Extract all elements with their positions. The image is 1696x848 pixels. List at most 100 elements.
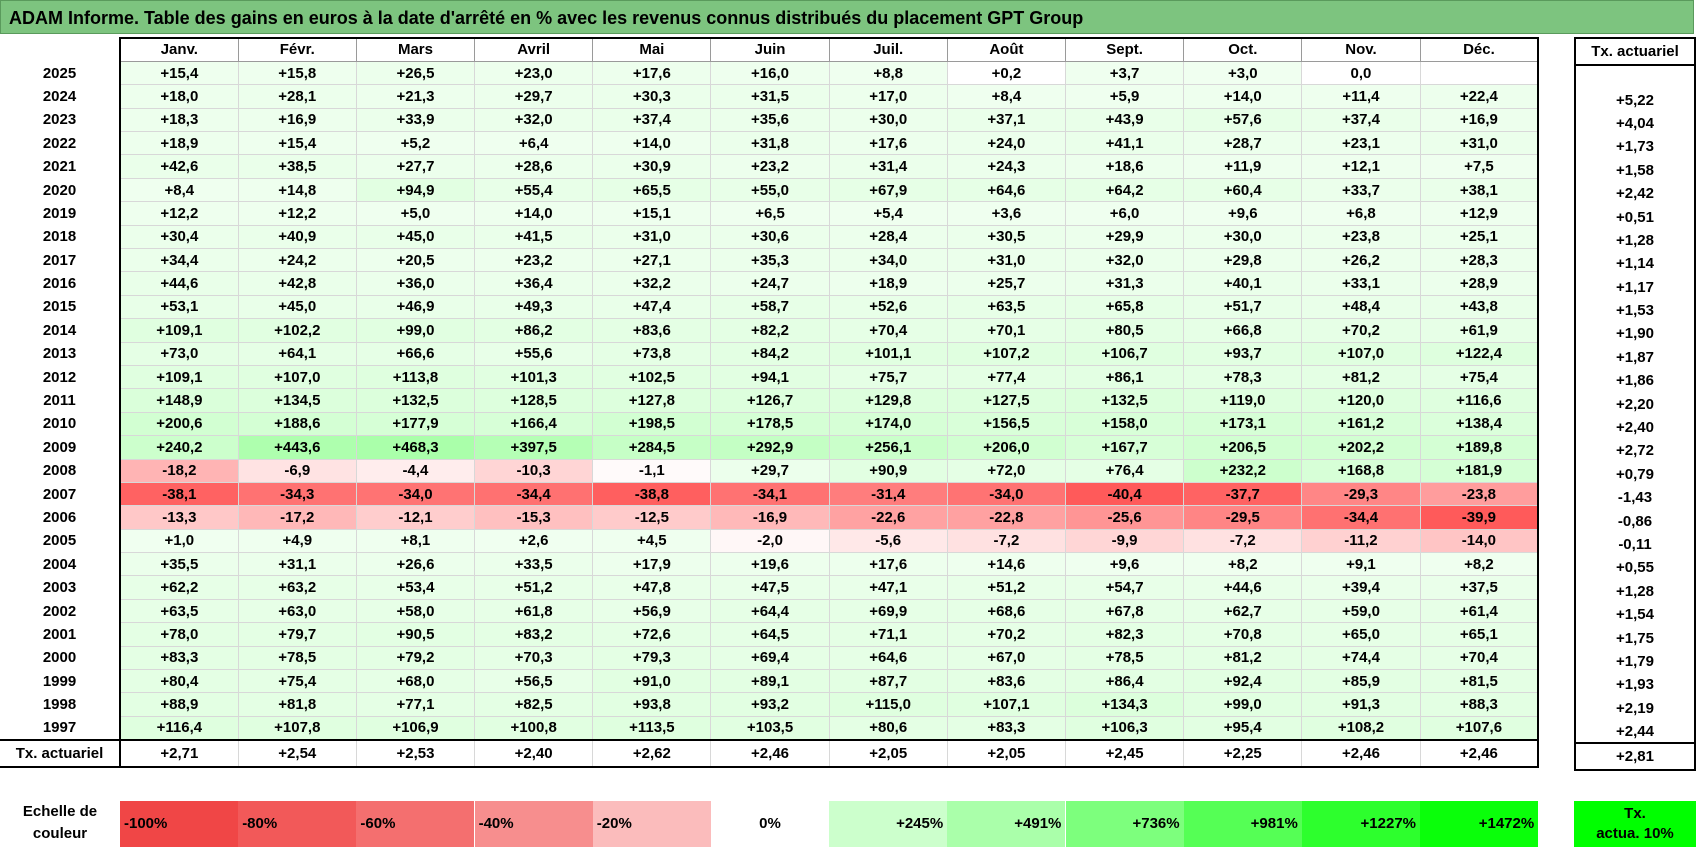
value-cell: +23,0 [474, 60, 594, 86]
rate-cell: +2,40 [1574, 415, 1696, 440]
value-cell: -23,8 [1419, 481, 1540, 507]
value-cell: +80,4 [119, 669, 239, 694]
rate-cell: -0,11 [1574, 532, 1696, 557]
year-label: 2004 [0, 552, 121, 576]
value-cell: +70,4 [1419, 645, 1540, 671]
value-cell: +42,8 [237, 271, 357, 296]
value-cell: +56,9 [592, 598, 712, 624]
year-label: 2023 [0, 108, 121, 132]
value-cell: -12,1 [355, 505, 476, 530]
value-cell: +31,4 [828, 154, 948, 179]
value-cell: +73,0 [119, 341, 239, 366]
value-cell: -29,5 [1183, 505, 1303, 530]
table-row: 2010 +200,6 +188,6 +177,9 +166,4 +198,5 +178,5… [0, 411, 1540, 437]
rate-cell: +2,72 [1574, 439, 1696, 463]
value-cell: +5,0 [355, 201, 476, 226]
table-row: 2004 +35,5 +31,1 +26,6 +33,5 +17,9 +19,6 +17,6 +… [0, 552, 1540, 577]
value-cell: +83,3 [946, 715, 1067, 741]
value-cell: +86,1 [1064, 364, 1185, 390]
table-row: 2005 +1,0 +4,9 +8,1 +2,6 +4,5 -2,0 -5,6 -7,2 -9,9… [0, 528, 1540, 554]
value-cell: +20,5 [355, 248, 476, 273]
value-cell: +79,3 [592, 645, 712, 671]
value-cell: +70,2 [1301, 318, 1421, 343]
value-cell: +18,9 [828, 271, 948, 296]
value-cell: +26,6 [355, 552, 476, 577]
year-label: 2000 [0, 646, 121, 670]
value-cell: +18,0 [119, 84, 239, 109]
value-cell: +82,5 [474, 692, 594, 717]
value-cell: +80,5 [1064, 318, 1185, 343]
month-header: Oct. [1183, 36, 1303, 62]
value-cell: +116,6 [1419, 388, 1540, 413]
value-cell: +93,8 [592, 692, 712, 717]
value-cell: +47,8 [592, 575, 712, 600]
value-cell: +74,4 [1301, 645, 1421, 671]
value-cell: +35,6 [710, 107, 830, 133]
value-cell: +129,8 [828, 388, 948, 413]
rate-cell: +1,86 [1574, 369, 1696, 393]
table-row: 2022 +18,9 +15,4 +5,2 +6,4 +14,0 +31,8 +17,6 +24… [0, 131, 1540, 156]
value-cell: +134,5 [237, 388, 357, 413]
value-cell: +17,6 [828, 552, 948, 577]
value-cell: +82,2 [710, 318, 830, 343]
value-cell: +107,1 [946, 692, 1067, 717]
year-label: 2013 [0, 342, 121, 366]
value-cell: +132,5 [355, 388, 476, 413]
year-label: 1997 [0, 716, 121, 740]
value-cell: +25,1 [1419, 224, 1540, 250]
value-cell: +35,5 [119, 552, 239, 577]
value-cell: +23,1 [1301, 131, 1421, 156]
value-cell: +3,0 [1183, 60, 1303, 86]
month-header: Juil. [828, 36, 948, 62]
value-cell: +33,9 [355, 107, 476, 133]
table-row: 2020 +8,4 +14,8 +94,9 +55,4 +65,5 +55,0 +67,9 +6… [0, 177, 1540, 203]
table-row: 2017 +34,4 +24,2 +20,5 +23,2 +27,1 +35,3 +34,0 +… [0, 248, 1540, 273]
year-label: 2010 [0, 412, 121, 436]
value-cell: +232,2 [1183, 458, 1303, 483]
value-cell: +52,6 [828, 294, 948, 320]
value-cell: +91,0 [592, 669, 712, 694]
value-cell: +33,1 [1301, 271, 1421, 296]
value-cell: -9,9 [1064, 528, 1185, 554]
value-cell: +82,3 [1064, 622, 1185, 647]
value-cell: +32,0 [1064, 248, 1185, 273]
value-cell: +109,1 [119, 364, 239, 390]
value-cell: +106,7 [1064, 341, 1185, 366]
value-cell: +28,1 [237, 84, 357, 109]
legend-swatch: +491% [947, 801, 1066, 847]
rate-cell: +1,28 [1574, 579, 1696, 603]
value-cell: +56,5 [474, 669, 594, 694]
value-cell: +109,1 [119, 318, 239, 343]
value-cell: -7,2 [946, 528, 1067, 554]
legend-swatch: -100% [120, 801, 238, 847]
color-scale-legend: Echelle de couleur -100% -80% -60% -40% -20%… [0, 800, 1696, 848]
month-header: Avril [474, 36, 594, 62]
value-cell: +16,0 [710, 60, 830, 86]
value-cell: +70,1 [946, 318, 1067, 343]
value-cell: +27,1 [592, 248, 712, 273]
value-cell: +23,2 [710, 154, 830, 179]
rate-cell: -0,86 [1574, 509, 1696, 533]
value-cell: +103,5 [710, 715, 830, 741]
value-cell: +107,0 [1301, 341, 1421, 366]
value-cell: +206,0 [946, 435, 1067, 460]
value-cell: +63,5 [119, 598, 239, 624]
value-cell: +61,8 [474, 598, 594, 624]
table-row: 2006 -13,3 -17,2 -12,1 -15,3 -12,5 -16,9 -22,6-… [0, 505, 1540, 530]
value-cell: +86,4 [1064, 669, 1185, 694]
year-label: 2019 [0, 201, 121, 226]
value-cell: +292,9 [710, 435, 830, 460]
value-cell: +32,0 [474, 107, 594, 133]
value-cell: +61,4 [1419, 598, 1540, 624]
rate-cell: +2,19 [1574, 696, 1696, 720]
table-row: 2014 +109,1 +102,2 +99,0 +86,2 +83,6 +82,2 +70,… [0, 318, 1540, 343]
value-cell: +47,4 [592, 294, 712, 320]
value-cell: +78,0 [119, 622, 239, 647]
month-header: Août [946, 36, 1067, 62]
value-cell: -15,3 [474, 505, 594, 530]
value-cell: +55,0 [710, 177, 830, 203]
value-cell: -4,4 [355, 458, 476, 483]
value-cell: +12,2 [119, 201, 239, 226]
value-cell: +34,4 [119, 248, 239, 273]
value-cell: +9,1 [1301, 552, 1421, 577]
